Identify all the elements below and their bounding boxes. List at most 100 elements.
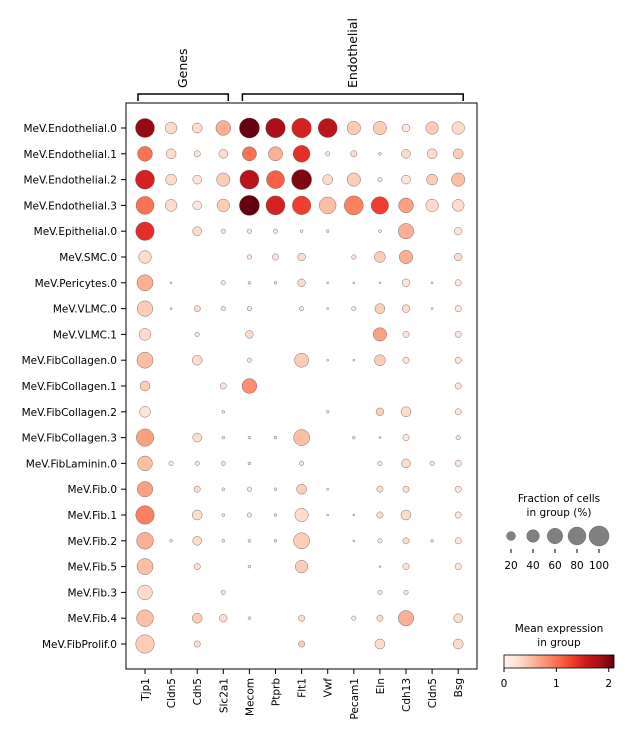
gene-label: Vwf xyxy=(323,678,335,698)
group-label: MeV.FibCollagen.2 xyxy=(22,407,117,419)
dot xyxy=(351,254,357,260)
color-legend-subtitle: in group xyxy=(537,637,581,649)
dot xyxy=(429,460,435,466)
dot xyxy=(291,169,312,190)
dot xyxy=(291,118,312,138)
dot xyxy=(401,458,411,469)
dot xyxy=(294,352,309,368)
size-legend-tick-label: 40 xyxy=(526,560,539,572)
dot xyxy=(454,252,463,262)
dot xyxy=(455,435,461,441)
dot xyxy=(246,228,252,234)
dot xyxy=(164,199,178,212)
dot xyxy=(135,196,155,215)
dot xyxy=(399,250,413,264)
dot xyxy=(454,382,462,390)
dot xyxy=(246,254,252,260)
group-label: MeV.Fib.3 xyxy=(67,587,117,599)
dot xyxy=(265,195,286,216)
gene-group-brackets: Genes Endothelial xyxy=(137,18,464,101)
color-legend: Mean expression in group 0 1 2 xyxy=(501,623,615,690)
dot xyxy=(266,170,285,189)
dot xyxy=(454,460,462,467)
dot xyxy=(192,536,202,546)
group-label: MeV.FibLaminin.0 xyxy=(26,458,117,470)
dot xyxy=(273,228,278,234)
size-legend-tick-label: 100 xyxy=(589,560,609,572)
group-label: MeV.Fib.2 xyxy=(67,536,117,548)
dot xyxy=(376,614,384,622)
group-label: MeV.Fib.1 xyxy=(67,510,117,522)
dot xyxy=(402,434,410,441)
size-legend-tick-label: 60 xyxy=(548,560,561,572)
dot xyxy=(454,356,462,364)
size-legend-dot xyxy=(567,526,587,546)
dot xyxy=(169,307,173,310)
dot xyxy=(375,407,384,416)
size-legend-title: Fraction of cells xyxy=(518,493,600,505)
gene-label: Slc2a1 xyxy=(218,678,230,713)
dot xyxy=(273,487,278,491)
dot xyxy=(246,306,252,312)
dot xyxy=(376,485,384,493)
group-label: MeV.VLMC.0 xyxy=(53,304,117,316)
dot xyxy=(374,638,386,650)
dot xyxy=(193,150,201,158)
color-legend-title: Mean expression xyxy=(515,623,604,635)
dot xyxy=(135,169,155,190)
dot xyxy=(403,589,409,595)
dot xyxy=(293,145,311,163)
dot xyxy=(454,485,462,493)
group-label: MeV.Endothelial.0 xyxy=(23,123,117,135)
dot xyxy=(346,121,361,135)
dot xyxy=(137,584,153,601)
dot xyxy=(402,356,410,364)
dot xyxy=(221,435,225,440)
dot xyxy=(319,196,337,214)
dot xyxy=(137,300,153,317)
dot xyxy=(376,511,384,519)
bracket-label: Endothelial xyxy=(345,18,360,88)
dot xyxy=(164,121,178,135)
dot xyxy=(193,305,201,312)
dot xyxy=(165,173,177,186)
dot xyxy=(297,252,306,262)
dot xyxy=(247,461,252,466)
size-legend-tick-label: 80 xyxy=(570,560,583,572)
group-label: MeV.SMC.0 xyxy=(59,252,117,264)
group-label: MeV.Fib.5 xyxy=(67,562,117,574)
dot xyxy=(136,609,154,627)
dot xyxy=(401,304,411,313)
dot xyxy=(426,148,438,160)
dot xyxy=(344,195,364,216)
dot xyxy=(247,564,252,569)
colorbar xyxy=(503,654,615,669)
dot xyxy=(218,149,228,159)
dot xyxy=(135,118,155,138)
dot xyxy=(325,151,331,157)
dot xyxy=(374,354,386,366)
dot xyxy=(137,146,153,162)
dot xyxy=(454,511,462,519)
dot xyxy=(322,174,333,185)
dot xyxy=(220,228,226,234)
dot xyxy=(136,428,154,447)
dot xyxy=(221,487,225,491)
dot xyxy=(294,508,309,522)
dot xyxy=(273,435,278,440)
dot xyxy=(293,429,310,446)
dot xyxy=(194,331,200,337)
dot xyxy=(454,227,463,236)
dot xyxy=(352,539,355,542)
dot xyxy=(296,484,307,495)
dot xyxy=(378,565,382,568)
group-label: MeV.Pericytes.0 xyxy=(35,278,117,290)
group-label: MeV.Epithelial.0 xyxy=(34,226,117,238)
dot xyxy=(452,199,465,212)
dot xyxy=(372,327,387,342)
group-label: MeV.Fib.4 xyxy=(67,613,117,625)
dot xyxy=(136,558,154,575)
dot xyxy=(221,410,225,414)
dot xyxy=(192,226,202,236)
